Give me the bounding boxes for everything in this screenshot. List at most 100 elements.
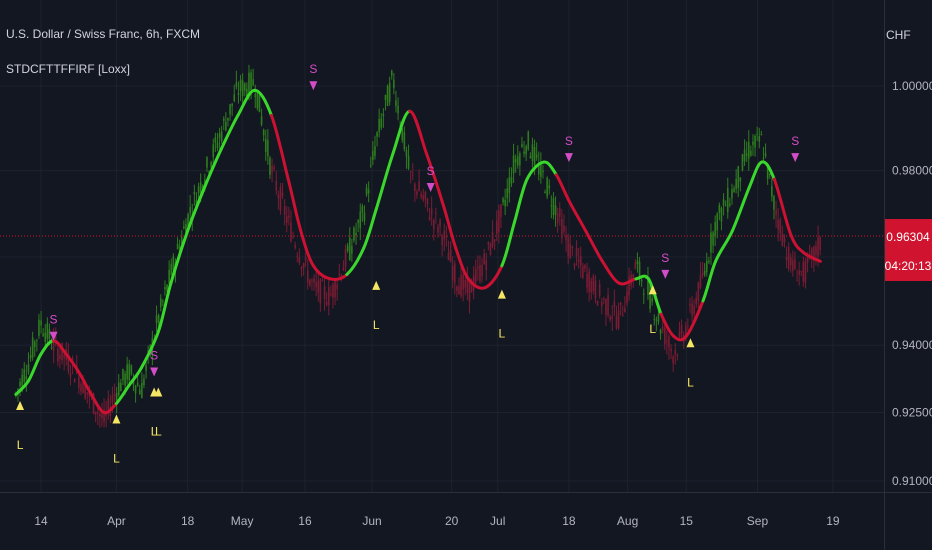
candle-body [42, 333, 44, 336]
candle-body [619, 302, 622, 306]
candle-body [395, 100, 397, 107]
candle-body [817, 237, 819, 257]
candle-body [771, 186, 773, 197]
short-signal: S [150, 348, 159, 377]
candle-body [52, 338, 55, 352]
candle-body [691, 303, 693, 316]
price-candles [15, 64, 821, 428]
candle-body [256, 91, 259, 109]
candle-body [634, 262, 637, 270]
long-signal-label: L [113, 452, 120, 466]
trend-segment [64, 352, 81, 374]
candle-body [159, 298, 162, 308]
candle-body [668, 336, 670, 348]
short-arrow-icon [49, 331, 58, 341]
candle-body [273, 167, 275, 170]
candle-body [304, 257, 307, 261]
candle-body [210, 162, 212, 168]
candle-body [313, 278, 315, 283]
candle-body [726, 187, 729, 213]
candle-body [489, 243, 492, 255]
trend-segment [659, 312, 676, 338]
candle-body [743, 149, 746, 162]
time-axis[interactable]: 14 Apr 18 May 16 Jun 20 Jul 18 Aug 15 Sep 19 [34, 514, 840, 528]
candle-body [401, 128, 404, 141]
candle-body [365, 187, 368, 195]
candle-body [27, 364, 30, 373]
candle-body [758, 135, 761, 142]
long-signal-label: L [155, 424, 162, 438]
candle-body [714, 221, 716, 236]
trend-segment [156, 281, 173, 334]
candle-body [453, 263, 456, 284]
candle-body [567, 238, 569, 257]
candle-body [264, 138, 267, 153]
time-tick-label: May [231, 514, 254, 528]
short-signal: S [791, 134, 799, 163]
candle-body [548, 185, 551, 189]
candle-body [491, 232, 494, 247]
time-tick-label: Apr [107, 514, 126, 528]
candle-body [355, 232, 357, 236]
candle-body [542, 170, 544, 173]
candle-body [78, 376, 80, 388]
trend-line [14, 88, 822, 415]
candle-body [565, 235, 567, 241]
candle-body [168, 269, 170, 284]
candle-body [204, 179, 206, 185]
short-arrow-icon [150, 367, 159, 377]
price-axis[interactable]: 1.000000.980000.960000.940000.925000.910… [892, 79, 932, 488]
candle-body [178, 245, 181, 254]
candle-body [296, 255, 299, 257]
candle-body [550, 205, 553, 207]
candle-body [315, 282, 317, 288]
candle-body [126, 364, 128, 380]
candle-body [206, 157, 208, 168]
symbol-title[interactable]: U.S. Dollar / Swiss Franc, 6h, FXCM [6, 27, 201, 41]
candle-body [141, 382, 143, 399]
candle-body [800, 271, 803, 273]
candle-body [327, 287, 330, 306]
candle-body [456, 286, 458, 291]
candle-body [697, 282, 700, 302]
candle-body [380, 118, 383, 128]
short-signal-label: S [150, 348, 158, 362]
candle-body [773, 196, 775, 210]
candle-body [684, 326, 687, 338]
candle-body [346, 245, 349, 251]
trend-segment [441, 203, 458, 250]
trend-segment [253, 88, 273, 117]
price-tick-label: 0.91000 [892, 474, 932, 488]
candle-body [670, 348, 672, 352]
candle-body [787, 246, 790, 269]
candle-body [781, 233, 784, 246]
candle-body [487, 241, 490, 245]
candle-body [663, 327, 666, 345]
candle-body [422, 195, 425, 200]
candle-body [84, 384, 86, 399]
candle-body [678, 331, 681, 337]
candle-body [262, 129, 265, 136]
candle-body [563, 225, 565, 232]
long-signal-label: L [373, 318, 380, 332]
trend-segment [424, 152, 445, 207]
candle-body [592, 276, 595, 292]
trend-segment [747, 160, 764, 190]
long-arrow-icon [372, 280, 381, 290]
currency-label: CHF [886, 28, 911, 42]
candle-body [17, 389, 19, 391]
indicator-title[interactable]: STDCFTTFFIRF [Loxx] [6, 62, 130, 76]
candle-body [447, 253, 450, 261]
short-signal: S [50, 313, 58, 341]
trend-segment [127, 365, 144, 387]
short-signal-label: S [565, 134, 573, 148]
long-arrow-icon [686, 338, 695, 348]
candle-body [92, 393, 95, 414]
candle-body [254, 94, 257, 98]
candle-body [376, 132, 378, 137]
candle-body [372, 151, 374, 160]
trend-segment [102, 401, 118, 415]
candle-body [388, 82, 391, 102]
candle-body [439, 219, 441, 227]
